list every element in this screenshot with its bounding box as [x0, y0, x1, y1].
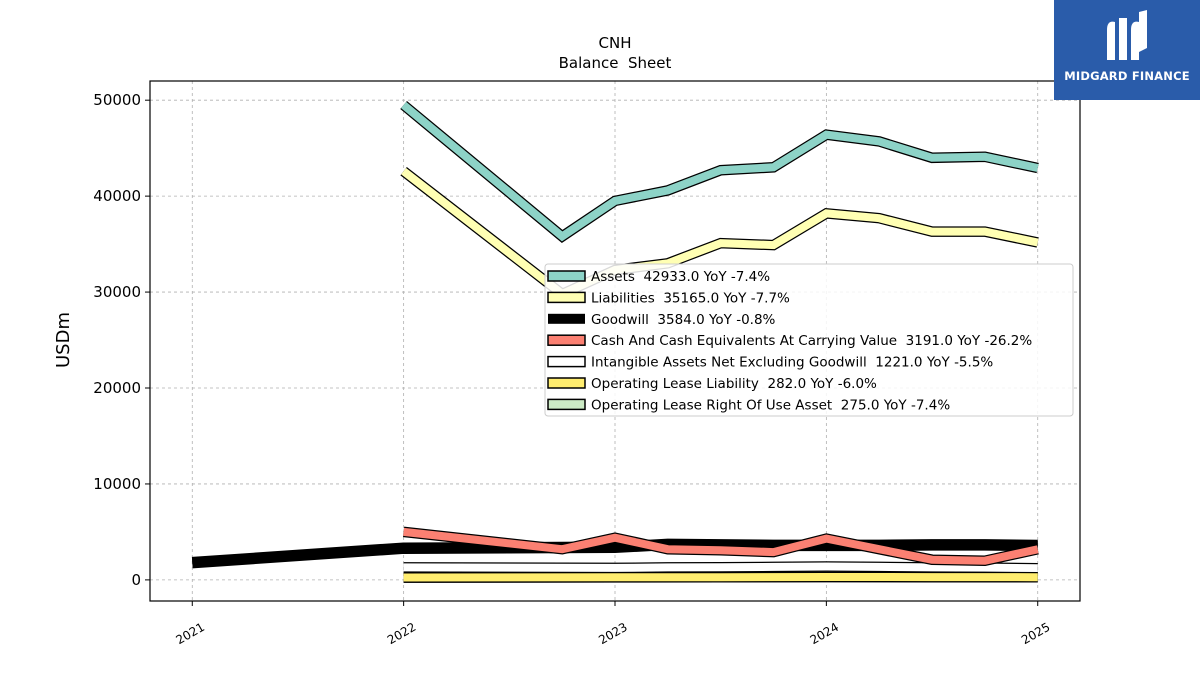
x-tick-label: 2025 [1019, 620, 1052, 647]
series-line [403, 527, 1039, 565]
y-tick-label: 0 [131, 571, 141, 589]
legend-label: Operating Lease Right Of Use Asset 275.0… [591, 397, 950, 413]
legend-label: Liabilities 35165.0 YoY -7.7% [591, 290, 790, 306]
series-line [403, 572, 1038, 582]
legend-swatch [547, 334, 586, 346]
logo-mark-icon [1107, 10, 1147, 60]
y-tick-label: 40000 [93, 187, 141, 205]
legend-swatch [547, 355, 586, 368]
legend-label: Cash And Cash Equivalents At Carrying Va… [591, 333, 1032, 349]
legend-label: Operating Lease Liability 282.0 YoY -6.0… [591, 376, 877, 392]
x-tick-label: 2022 [385, 620, 418, 647]
x-tick-label: 2024 [808, 620, 841, 647]
legend-box [544, 263, 1074, 417]
legend-label: Intangible Assets Net Excluding Goodwill… [591, 355, 993, 371]
legend-swatch [547, 291, 586, 304]
y-axis-label: USDm [53, 312, 74, 368]
legend: Assets 42933.0 YoY -7.4% Liabilities 3516… [544, 263, 1074, 417]
legend-swatch [547, 398, 586, 411]
y-tick-label: 10000 [93, 475, 141, 493]
legend-swatch [547, 270, 586, 282]
chart-subtitle: Balance Sheet [559, 54, 672, 72]
y-tick-label: 20000 [93, 379, 141, 397]
legend-label: Goodwill 3584.0 YoY -0.8% [591, 312, 776, 328]
legend-swatch [548, 313, 585, 324]
series-line [401, 101, 1039, 242]
legend-label: Assets 42933.0 YoY -7.4% [591, 269, 770, 285]
y-tick-label: 30000 [93, 283, 141, 301]
x-tick-label: 2023 [596, 620, 629, 647]
midgard-finance-logo: MIDGARD FINANCE [1054, 0, 1200, 100]
logo-text: MIDGARD FINANCE [1064, 69, 1190, 83]
series-lines [191, 100, 1039, 583]
legend-swatch [547, 377, 586, 389]
y-tick-label: 50000 [93, 91, 141, 109]
x-tick-label: 2021 [174, 620, 207, 647]
chart-title: CNH [599, 34, 632, 52]
series-line [403, 562, 1038, 573]
